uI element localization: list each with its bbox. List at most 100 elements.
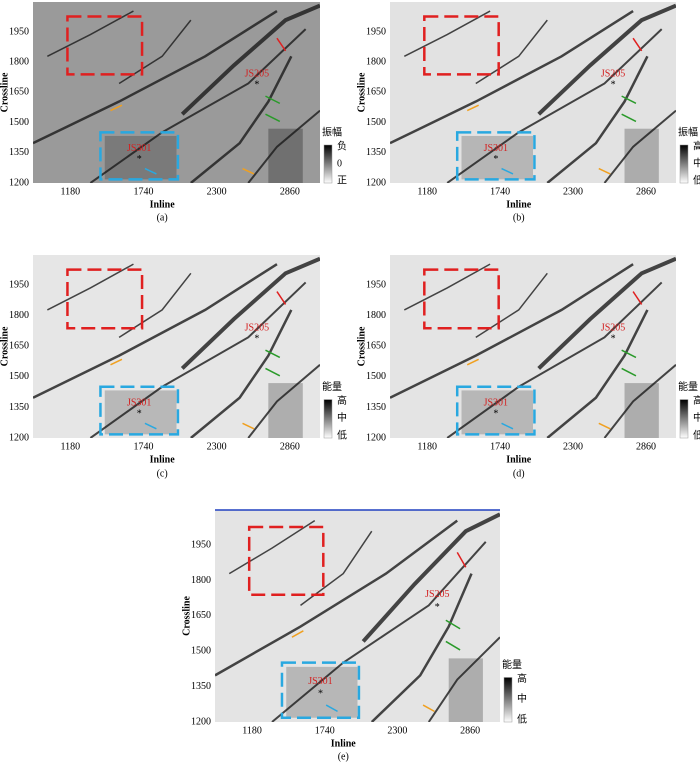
- y-tick-label: 1650: [366, 341, 386, 352]
- fault-streak: [603, 109, 676, 183]
- y-tick-label: 1350: [9, 147, 29, 158]
- star: *: [435, 602, 440, 613]
- colorbar-label: 0: [337, 158, 342, 169]
- colorbar-label: 低: [517, 712, 527, 725]
- x-tick-label: 2860: [280, 186, 300, 197]
- well-label: JS205: [601, 322, 625, 333]
- colorbar: [679, 144, 689, 184]
- marker-tick: [456, 552, 467, 568]
- x-axis-label: Inline: [150, 454, 176, 465]
- x-tick-label: 1180: [60, 441, 80, 452]
- colorbar-label: 低: [693, 173, 700, 186]
- marker-tick: [445, 640, 461, 651]
- colorbar: [323, 144, 333, 184]
- marker-tick: [598, 167, 611, 175]
- y-tick-label: 1350: [366, 402, 386, 413]
- dark-zone: [268, 383, 303, 438]
- caption: (a): [157, 212, 168, 223]
- well-label: JS205: [245, 322, 269, 333]
- x-tick-label: 2860: [636, 186, 656, 197]
- well-label: JS301: [484, 143, 508, 154]
- marker-tick: [621, 95, 637, 105]
- blue-box: [99, 385, 180, 436]
- x-tick-label: 1740: [315, 725, 335, 736]
- fault-streak: [546, 309, 649, 438]
- y-tick-label: 1800: [366, 57, 386, 68]
- marker-tick: [501, 422, 514, 430]
- star: *: [493, 154, 498, 165]
- seismic-map: [33, 255, 320, 438]
- y-tick-label: 1200: [9, 177, 29, 188]
- y-tick-label: 1950: [366, 280, 386, 291]
- fault-streak: [215, 519, 458, 677]
- marker-tick: [242, 422, 255, 430]
- colorbar-label: 中: [337, 411, 347, 424]
- y-tick-label: 1650: [9, 341, 29, 352]
- y-tick-label: 1950: [9, 280, 29, 291]
- fault-streak: [271, 541, 487, 722]
- fault-streak: [446, 281, 663, 438]
- well-label: JS301: [308, 676, 332, 687]
- star: *: [611, 333, 616, 344]
- marker-tick: [110, 104, 123, 112]
- caption: (b): [513, 212, 525, 223]
- marker-tick: [265, 349, 281, 359]
- x-tick-label: 1740: [490, 441, 510, 452]
- red-box: [247, 525, 325, 597]
- marker-tick: [265, 95, 281, 105]
- caption: (d): [513, 468, 525, 479]
- marker-tick: [621, 113, 637, 123]
- y-tick-label: 1950: [366, 26, 386, 37]
- fault-streak: [370, 573, 473, 722]
- blue-box: [455, 131, 536, 181]
- seismic-map: [390, 2, 676, 183]
- dark-zone: [461, 135, 533, 180]
- y-tick-label: 1650: [9, 87, 29, 98]
- well-label: JS205: [425, 589, 449, 600]
- y-axis-label: Crossline: [0, 326, 10, 366]
- x-tick-label: 2300: [207, 441, 227, 452]
- marker-tick: [110, 358, 123, 366]
- colorbar-label: 中: [693, 411, 700, 424]
- star: *: [254, 80, 259, 91]
- y-tick-label: 1200: [191, 716, 211, 727]
- colorbar-label: 中: [693, 156, 700, 169]
- fault-streak: [403, 10, 491, 57]
- y-tick-label: 1500: [366, 371, 386, 382]
- marker-tick: [276, 291, 287, 305]
- fault-streak: [403, 263, 491, 311]
- dark-zone: [624, 383, 659, 438]
- y-tick-label: 1350: [366, 147, 386, 158]
- fault-streak: [47, 10, 134, 57]
- colorbar-label: 负: [337, 139, 347, 152]
- colorbar-label: 中: [517, 692, 527, 705]
- blue-box: [99, 131, 180, 181]
- x-tick-label: 1180: [60, 186, 80, 197]
- x-tick-label: 1740: [133, 186, 153, 197]
- well-label: JS205: [601, 69, 625, 80]
- colorbar-label: 正: [337, 175, 347, 186]
- star: *: [254, 333, 259, 344]
- fault-streak: [247, 364, 320, 438]
- y-tick-label: 1650: [191, 610, 211, 621]
- fault-streak: [537, 3, 676, 116]
- marker-tick: [144, 167, 157, 175]
- y-tick-label: 1200: [366, 177, 386, 188]
- blue-box: [280, 661, 361, 720]
- panel: **JS205JS3011950180016501500135012001180…: [181, 509, 527, 762]
- x-tick-label: 2300: [563, 186, 583, 197]
- marker-tick: [144, 422, 157, 430]
- marker-tick: [621, 349, 637, 359]
- marker-tick: [265, 367, 281, 377]
- y-tick-label: 1950: [191, 539, 211, 550]
- colorbar-label: 低: [337, 428, 347, 441]
- fault-streak: [228, 519, 316, 575]
- fault-streak: [89, 281, 307, 438]
- well-label: JS301: [127, 398, 151, 409]
- y-axis-label: Crossline: [181, 596, 192, 636]
- seismic-map: [215, 510, 500, 722]
- colorbar: [323, 399, 333, 439]
- panel: **JS205JS3011950180016501500135012001180…: [0, 2, 347, 223]
- marker-tick: [501, 167, 514, 175]
- fault-streak: [190, 309, 293, 438]
